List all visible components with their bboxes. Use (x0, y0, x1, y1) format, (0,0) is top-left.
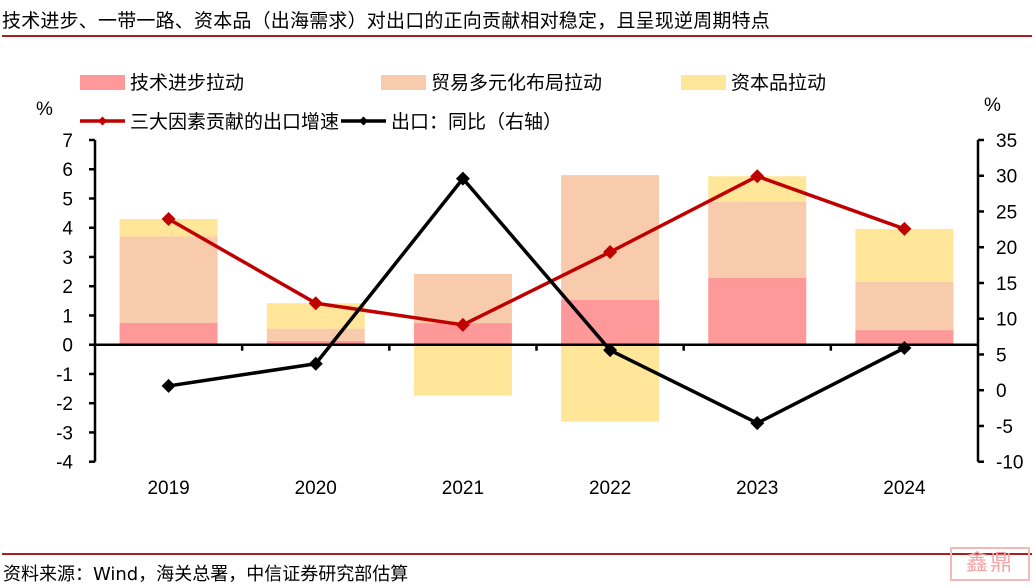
bar-tech (561, 299, 660, 345)
y-left-tick-label: -4 (56, 453, 73, 474)
export-point (455, 171, 470, 186)
y-right-tick-label: 10 (996, 310, 1017, 331)
x-tick-label: 2024 (883, 478, 926, 499)
bars-layer (119, 175, 954, 422)
legend-trade-label: 贸易多元化布局拉动 (431, 72, 602, 94)
y-left-tick-label: 4 (62, 219, 73, 240)
y-right-unit: % (984, 95, 1001, 116)
y-right-tick-label: 0 (996, 381, 1007, 402)
legend-contrib-marker (98, 116, 107, 126)
y-left-tick-label: 5 (62, 189, 73, 210)
legend-capital-swatch (681, 75, 726, 90)
y-left-tick-label: -2 (56, 394, 73, 415)
contrib-point (308, 296, 323, 311)
y-right-tick-label: 30 (996, 167, 1017, 188)
legend-tech-label: 技术进步拉动 (130, 72, 244, 94)
bar-capital (413, 344, 512, 396)
y-right-tick-label: 5 (996, 345, 1007, 366)
y-left-tick-label: 6 (62, 160, 73, 181)
bar-trade (413, 273, 512, 324)
y-left-tick-label: 1 (62, 306, 73, 327)
lines-layer (161, 169, 912, 431)
y-right-tick-label: 15 (996, 274, 1017, 295)
legend-export-marker (359, 116, 368, 126)
legend-export-label: 出口：同比（右轴） (391, 111, 562, 133)
title-rule (2, 35, 1032, 37)
bar-tech (413, 323, 512, 345)
y-left-tick-label: -3 (56, 423, 73, 444)
bar-trade (119, 236, 218, 323)
contrib-point (897, 221, 912, 236)
legend-capital-label: 资本品拉动 (731, 72, 826, 94)
bar-capital (561, 344, 660, 422)
contrib-line (167, 174, 906, 327)
contrib-point (455, 317, 470, 332)
legend-trade-swatch (381, 75, 426, 90)
y-left-tick-label: 3 (62, 248, 73, 269)
bar-trade (266, 328, 365, 341)
export-point (750, 416, 765, 431)
bar-tech (708, 277, 807, 345)
bar-tech (855, 330, 954, 345)
y-left-tick-label: -1 (56, 365, 73, 386)
export-point (603, 343, 618, 358)
y-right-tick-label: 25 (996, 202, 1017, 223)
legend-tech-swatch (80, 75, 125, 90)
export-point (897, 341, 912, 356)
x-tick-label: 2020 (295, 478, 337, 499)
x-tick-label: 2021 (442, 478, 484, 499)
chart-title: 技术进步、一带一路、资本品（出海需求）对出口的正向贡献相对稳定，且呈现逆周期特点 (2, 10, 771, 32)
bar-capital (855, 228, 954, 282)
source-rule (2, 553, 1032, 555)
y-left-tick-label: 7 (62, 131, 73, 152)
y-right-tick-label: 20 (996, 238, 1017, 259)
y-right-tick-label: -10 (996, 453, 1023, 474)
export-line (168, 175, 906, 426)
contrib-point (750, 169, 765, 184)
y-left-tick-label: 2 (62, 277, 73, 298)
contrib-point (161, 211, 176, 226)
y-right-tick-label: -5 (996, 417, 1013, 438)
watermark-seal: 鑫鼎 (950, 547, 1030, 581)
bar-trade (855, 281, 954, 331)
bar-trade (561, 175, 660, 300)
export-point (161, 378, 176, 393)
y-right-tick-label: 35 (996, 131, 1017, 152)
bar-tech (266, 340, 365, 345)
y-left-unit: % (36, 99, 53, 120)
contrib-point (603, 245, 618, 260)
x-tick-label: 2022 (589, 478, 631, 499)
x-tick-label: 2019 (147, 478, 189, 499)
bar-trade (708, 201, 807, 278)
x-tick-label: 2023 (736, 478, 778, 499)
legend-contrib-label: 三大因素贡献的出口增速 (130, 111, 339, 133)
export-point (308, 356, 323, 371)
source-note: 资料来源：Wind，海关总署，中信证券研究部估算 (3, 564, 409, 585)
y-left-tick-label: 0 (62, 336, 73, 357)
bar-tech (119, 322, 218, 345)
